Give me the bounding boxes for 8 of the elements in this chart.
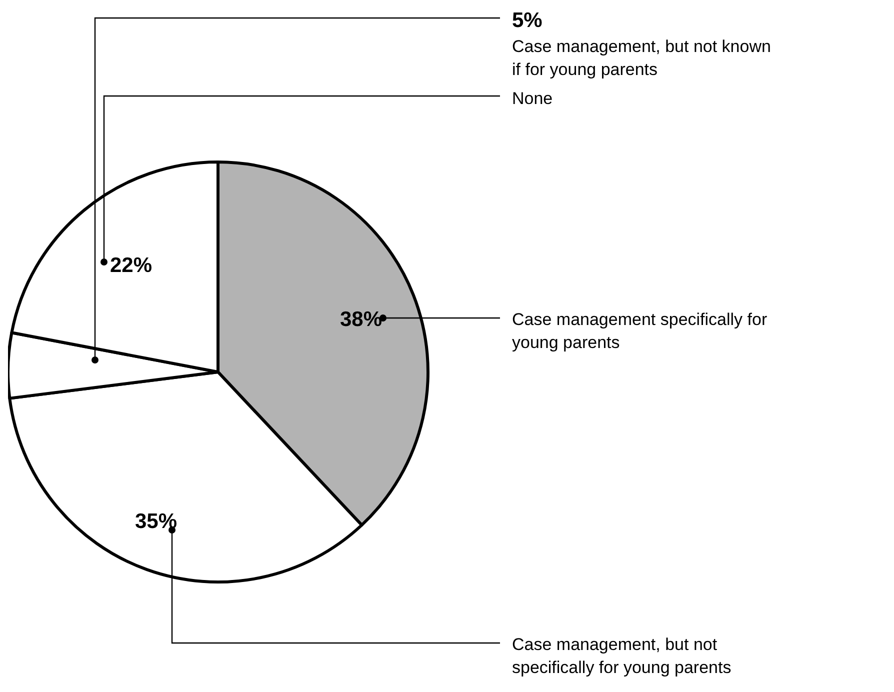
slice-label: Case management, but not specifically for young parents — [512, 635, 732, 677]
data-label: 35% — [135, 510, 178, 533]
data-label: 22% — [110, 254, 152, 277]
data-label: 38% — [340, 308, 382, 331]
slice-label: Case management specifically for young parents — [512, 310, 768, 352]
slice-label: Case management, but not known if for young parents — [512, 37, 771, 79]
data-label: 5% — [512, 9, 543, 32]
slice-label: None — [512, 89, 553, 108]
